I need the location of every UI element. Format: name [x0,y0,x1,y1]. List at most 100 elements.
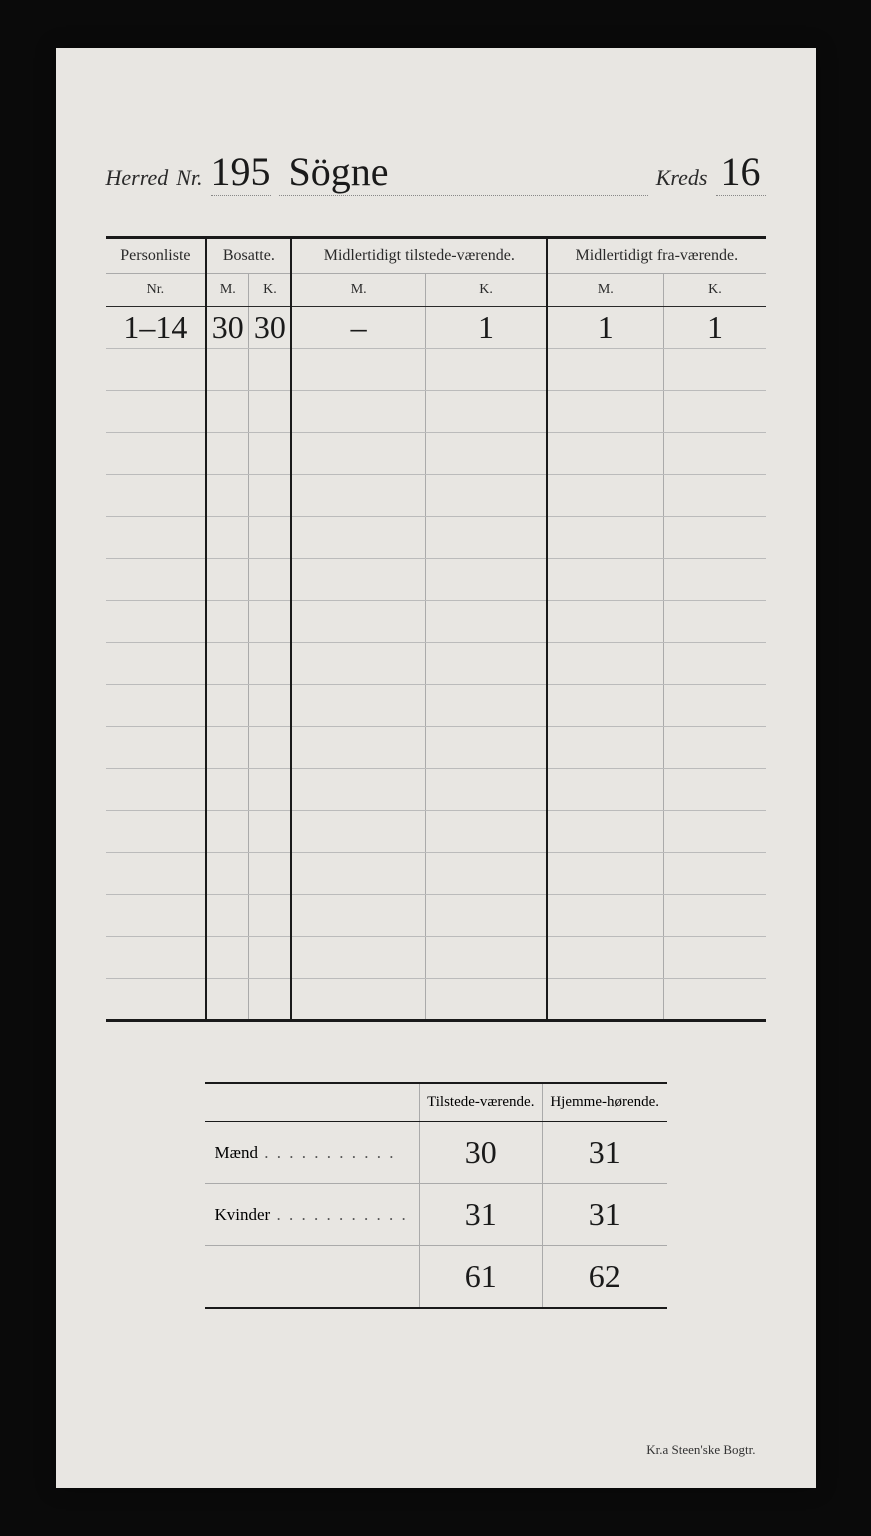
th-personliste: Personliste [106,238,207,274]
th-hjemme: Hjemme-hørende. [542,1083,666,1122]
empty-cell [106,811,207,853]
empty-cell [547,811,664,853]
empty-cell [291,895,425,937]
kvinder-tilstede: 31 [419,1184,542,1246]
empty-cell [664,769,766,811]
cell-bos_m: 30 [206,307,249,349]
herred-label: Herred [106,165,169,191]
empty-cell [291,853,425,895]
empty-cell [291,727,425,769]
table-row-empty [106,643,766,685]
empty-cell [249,433,292,475]
empty-cell [547,979,664,1021]
empty-cell [291,391,425,433]
empty-cell [547,559,664,601]
cell-nr: 1–14 [106,307,207,349]
empty-cell [206,559,249,601]
empty-cell [664,643,766,685]
empty-cell [664,475,766,517]
empty-cell [249,643,292,685]
empty-cell [249,811,292,853]
empty-cell [249,391,292,433]
label-total [205,1246,420,1309]
th-fra-k: K. [664,274,766,307]
empty-cell [106,769,207,811]
empty-cell [425,349,547,391]
total-hjemme: 62 [542,1246,666,1309]
printer-footer: Kr.a Steen'ske Bogtr. [646,1442,755,1458]
empty-cell [106,937,207,979]
empty-cell [206,727,249,769]
table-row: 1–143030–111 [106,307,766,349]
empty-cell [206,391,249,433]
empty-cell [664,811,766,853]
th-midl-tilstede: Midlertidigt tilstede-værende. [291,238,547,274]
empty-cell [425,517,547,559]
empty-cell [291,475,425,517]
table-row-empty [106,811,766,853]
empty-cell [206,601,249,643]
empty-cell [106,517,207,559]
empty-cell [106,643,207,685]
main-census-table: Personliste Bosatte. Midlertidigt tilste… [106,236,766,1022]
table-row-empty [106,517,766,559]
empty-cell [425,811,547,853]
table-row-empty [106,391,766,433]
empty-cell [547,685,664,727]
empty-cell [106,349,207,391]
table-row-empty [106,475,766,517]
empty-cell [664,349,766,391]
empty-cell [249,727,292,769]
cell-til_k: 1 [425,307,547,349]
empty-cell [291,349,425,391]
th-til-k: K. [425,274,547,307]
maend-tilstede: 30 [419,1122,542,1184]
empty-cell [291,769,425,811]
empty-cell [106,391,207,433]
empty-cell [106,853,207,895]
empty-cell [425,937,547,979]
empty-cell [291,811,425,853]
empty-cell [206,895,249,937]
empty-cell [249,685,292,727]
th-til-m: M. [291,274,425,307]
table-row-empty [106,433,766,475]
cell-fra_m: 1 [547,307,664,349]
empty-cell [206,769,249,811]
empty-cell [547,643,664,685]
empty-cell [206,517,249,559]
cell-til_m: – [291,307,425,349]
nr-label: Nr. [176,165,202,191]
summary-table: Tilstede-værende. Hjemme-hørende. Mænd 3… [205,1082,667,1309]
empty-cell [425,769,547,811]
empty-cell [425,559,547,601]
empty-cell [106,895,207,937]
total-tilstede: 61 [419,1246,542,1309]
th-tilstede: Tilstede-værende. [419,1083,542,1122]
empty-cell [664,727,766,769]
empty-cell [206,853,249,895]
empty-cell [664,937,766,979]
maend-hjemme: 31 [542,1122,666,1184]
empty-cell [425,853,547,895]
empty-cell [425,601,547,643]
empty-cell [425,979,547,1021]
empty-cell [249,601,292,643]
census-page: Herred Nr. 195 Sögne Kreds 16 Personlist… [56,48,816,1488]
empty-cell [249,979,292,1021]
empty-cell [425,727,547,769]
empty-cell [249,895,292,937]
empty-cell [106,727,207,769]
empty-cell [206,979,249,1021]
empty-cell [425,475,547,517]
table-row-empty [106,559,766,601]
empty-cell [249,937,292,979]
table-row-empty [106,937,766,979]
empty-cell [249,559,292,601]
cell-fra_k: 1 [664,307,766,349]
empty-cell [425,643,547,685]
table-row-empty [106,853,766,895]
empty-cell [664,433,766,475]
th-bos-k: K. [249,274,292,307]
table-row-empty [106,727,766,769]
